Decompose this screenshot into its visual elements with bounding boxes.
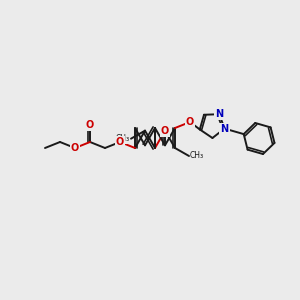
Text: CH₃: CH₃: [116, 134, 130, 143]
Text: O: O: [161, 125, 169, 135]
Text: O: O: [186, 117, 194, 127]
Text: N: N: [220, 124, 229, 134]
Text: CH₃: CH₃: [190, 152, 204, 160]
Text: O: O: [161, 126, 169, 136]
Text: O: O: [71, 143, 79, 153]
Text: N: N: [215, 109, 223, 119]
Text: O: O: [116, 137, 124, 147]
Text: O: O: [86, 120, 94, 130]
